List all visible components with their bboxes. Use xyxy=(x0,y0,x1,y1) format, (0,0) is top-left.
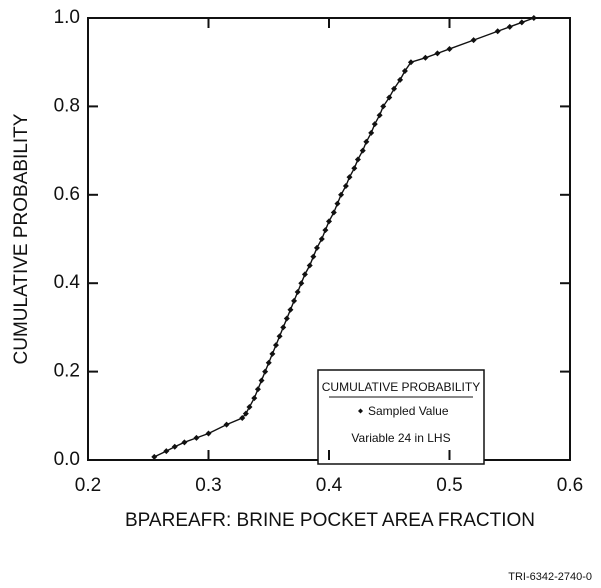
x-tick-label: 0.6 xyxy=(557,475,583,496)
data-point xyxy=(363,138,370,145)
data-point xyxy=(376,112,383,119)
data-point xyxy=(283,315,290,322)
legend: CUMULATIVE PROBABILITY Sampled Value Var… xyxy=(317,369,485,465)
data-point xyxy=(301,271,308,278)
data-point xyxy=(239,415,246,422)
y-tick-label: 1.0 xyxy=(54,7,80,28)
data-point xyxy=(313,244,320,251)
y-tick-label: 0.6 xyxy=(54,184,80,205)
y-tick-label: 0.2 xyxy=(54,361,80,382)
legend-note: Variable 24 in LHS xyxy=(351,431,450,445)
data-point xyxy=(368,129,375,136)
data-point xyxy=(494,28,501,35)
data-point xyxy=(265,359,272,366)
y-axis-label: CUMULATIVE PROBABILITY xyxy=(11,113,32,364)
data-point xyxy=(272,342,279,349)
x-tick-label: 0.4 xyxy=(316,475,343,496)
data-point xyxy=(397,76,404,83)
data-point xyxy=(262,368,269,375)
data-point xyxy=(151,453,158,460)
data-point xyxy=(334,200,341,207)
footer: TRI-6342-2740-0 xyxy=(508,571,592,583)
x-tick-label: 0.2 xyxy=(75,475,101,496)
data-point xyxy=(251,395,258,402)
data-point xyxy=(310,253,317,260)
data-point xyxy=(258,377,265,384)
x-axis-label: BPAREAFR: BRINE POCKET AREA FRACTION xyxy=(125,510,535,531)
data-point xyxy=(330,209,337,216)
data-point xyxy=(181,439,188,446)
data-point xyxy=(391,85,398,92)
data-point xyxy=(163,448,170,455)
y-tick-label: 0.0 xyxy=(54,449,80,470)
y-tick-label: 0.8 xyxy=(54,95,80,116)
legend-entry: Sampled Value xyxy=(368,404,449,418)
data-point xyxy=(242,410,249,417)
data-point xyxy=(342,182,349,189)
data-point xyxy=(371,121,378,128)
data-point xyxy=(306,262,313,269)
data-point xyxy=(346,174,353,181)
data-point xyxy=(351,165,358,172)
data-point xyxy=(470,37,477,44)
data-point xyxy=(434,50,441,57)
data-point xyxy=(269,350,276,357)
data-point xyxy=(318,236,325,242)
legend-box xyxy=(317,369,485,465)
data-point xyxy=(407,59,414,66)
data-point xyxy=(354,156,361,163)
data-point xyxy=(338,191,345,198)
data-point xyxy=(380,103,387,110)
data-point xyxy=(254,386,261,393)
data-point xyxy=(294,289,301,296)
data-point xyxy=(291,297,298,304)
data-point xyxy=(171,443,178,450)
data-point xyxy=(506,23,513,30)
data-point xyxy=(422,54,429,61)
data-point xyxy=(205,430,212,437)
legend-title: CUMULATIVE PROBABILITY xyxy=(322,380,480,394)
x-tick-label: 0.5 xyxy=(436,475,462,496)
data-point xyxy=(193,434,200,441)
data-point xyxy=(386,94,393,101)
data-point xyxy=(246,403,253,410)
x-tick-label: 0.3 xyxy=(195,475,221,496)
legend-marker xyxy=(358,408,363,414)
data-point xyxy=(298,280,305,287)
data-point xyxy=(280,324,287,331)
data-point xyxy=(287,306,294,313)
data-point xyxy=(518,19,525,26)
data-point xyxy=(530,15,537,21)
data-point xyxy=(359,147,366,154)
data-point xyxy=(401,68,408,75)
data-point xyxy=(223,421,230,428)
data-point xyxy=(276,333,283,340)
data-point xyxy=(326,218,332,225)
y-tick-label: 0.4 xyxy=(54,272,81,293)
data-point xyxy=(446,45,453,52)
data-point xyxy=(322,227,329,234)
